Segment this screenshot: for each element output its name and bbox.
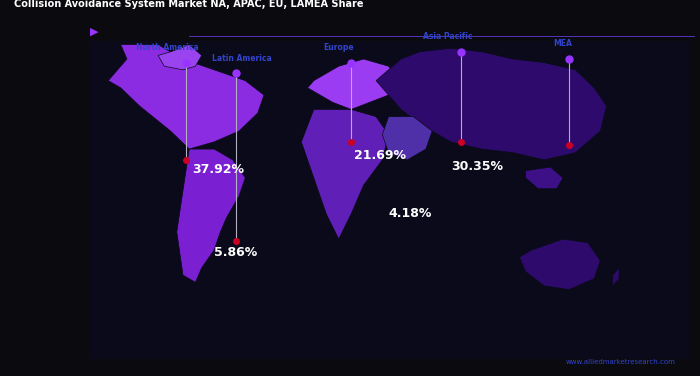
Text: Europe: Europe: [323, 43, 354, 52]
Text: ▶: ▶: [90, 27, 98, 36]
Text: Latin America: Latin America: [212, 54, 272, 63]
Bar: [90, 41, 687, 358]
Text: www.alliedmarketresearch.com: www.alliedmarketresearch.com: [565, 359, 675, 365]
Polygon shape: [177, 149, 245, 282]
Text: MEA: MEA: [554, 39, 573, 48]
Text: 37.92%: 37.92%: [193, 164, 244, 176]
Polygon shape: [612, 268, 619, 286]
Text: 5.86%: 5.86%: [214, 246, 258, 259]
Polygon shape: [382, 117, 432, 160]
Text: 21.69%: 21.69%: [354, 149, 406, 162]
Polygon shape: [519, 239, 601, 290]
Polygon shape: [158, 45, 202, 70]
Text: Collision Avoidance System Market NA, APAC, EU, LAMEA Share: Collision Avoidance System Market NA, AP…: [15, 0, 364, 9]
Polygon shape: [307, 59, 401, 109]
Polygon shape: [376, 48, 607, 160]
Text: North America: North America: [136, 43, 199, 52]
Polygon shape: [526, 167, 563, 189]
Text: Asia Pacific: Asia Pacific: [423, 32, 473, 41]
Text: 4.18%: 4.18%: [389, 207, 432, 220]
Polygon shape: [301, 109, 389, 239]
Polygon shape: [108, 45, 264, 149]
Text: 30.35%: 30.35%: [451, 160, 503, 173]
